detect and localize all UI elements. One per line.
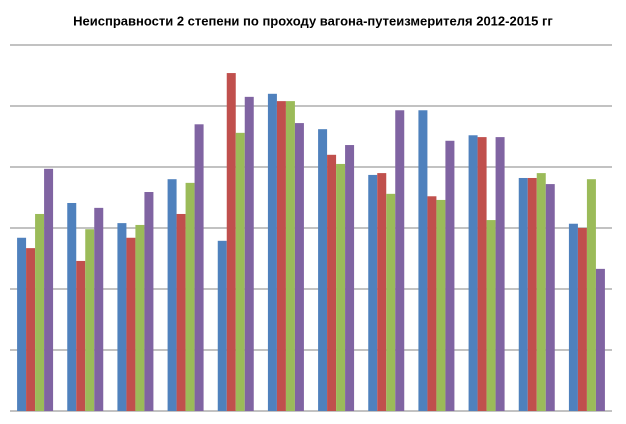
bar: [94, 207, 104, 411]
bar: [85, 229, 95, 411]
bar: [518, 177, 528, 411]
bar: [336, 163, 346, 411]
bar: [377, 173, 387, 411]
bar: [285, 101, 295, 412]
bar: [244, 96, 254, 411]
bar: [468, 135, 478, 411]
bar: [276, 101, 286, 412]
bar: [586, 179, 596, 411]
bar: [568, 223, 578, 411]
bar: [327, 154, 337, 412]
bar: [194, 124, 204, 412]
bar: [577, 228, 587, 411]
bar: [536, 173, 546, 411]
bar: [35, 213, 45, 411]
bar: [226, 73, 236, 411]
bar: [217, 240, 227, 411]
bar: [67, 202, 77, 411]
bar: [386, 193, 396, 411]
bar: [318, 129, 328, 411]
chart-title: Неисправности 2 степени по проходу вагон…: [73, 13, 553, 28]
bar: [477, 137, 487, 412]
bar: [235, 132, 245, 411]
bar: [495, 137, 505, 412]
bar: [486, 220, 496, 411]
bar: [135, 224, 145, 411]
bar: [427, 196, 437, 411]
bar: [267, 93, 277, 412]
bar: [44, 168, 54, 411]
bar: [76, 260, 86, 411]
bar: [368, 174, 378, 411]
bar: [176, 213, 186, 411]
bar: [167, 179, 177, 411]
bar: [445, 140, 455, 411]
bar: [144, 192, 154, 411]
bar: [26, 248, 36, 411]
bar: [395, 110, 405, 412]
bar: [436, 199, 446, 411]
bar: [17, 237, 27, 411]
bar: [527, 177, 537, 411]
bar: [545, 184, 555, 411]
bar: [117, 223, 127, 411]
bar: [185, 182, 195, 411]
bar: [418, 110, 428, 412]
bar: [345, 145, 355, 412]
bar: [595, 268, 605, 411]
bar: [126, 237, 136, 411]
bar: [294, 123, 304, 411]
